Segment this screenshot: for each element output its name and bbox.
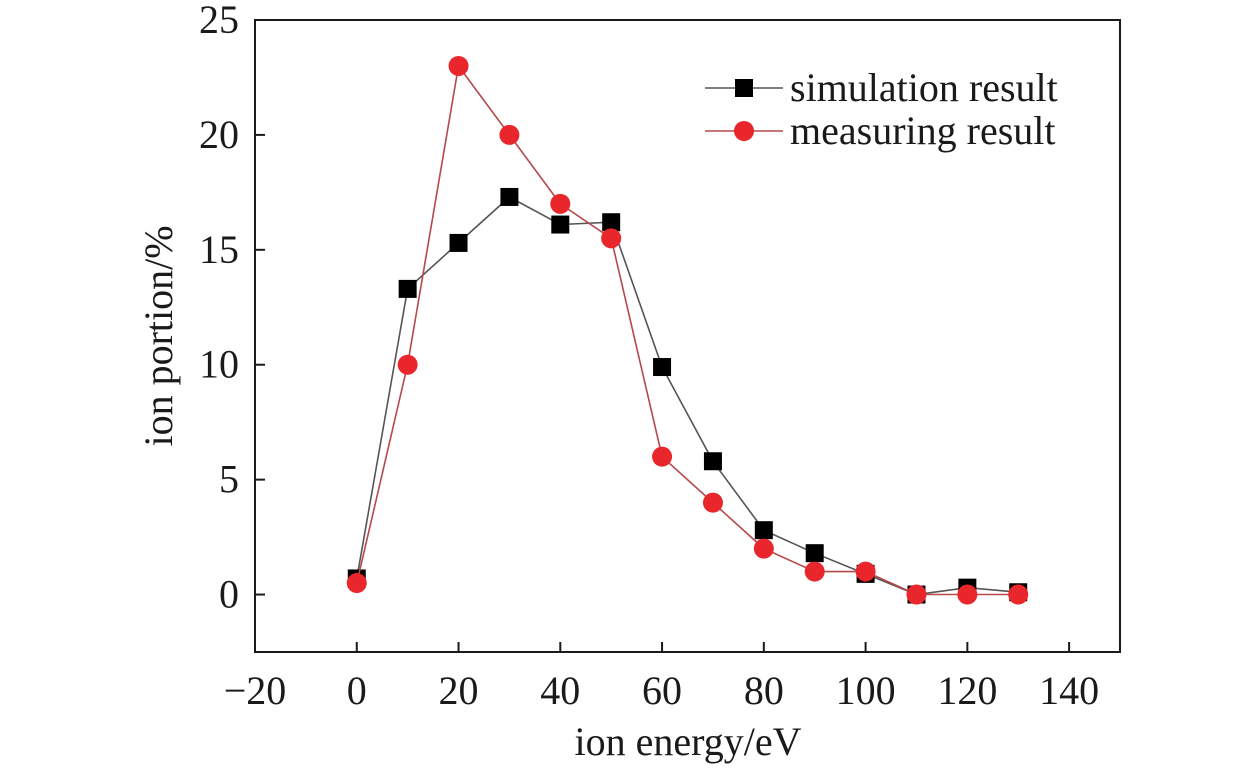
data-point: [652, 446, 673, 467]
x-tick-label: 120: [937, 668, 997, 713]
data-point: [754, 521, 773, 540]
series-2: [346, 55, 1029, 605]
data-point: [702, 492, 723, 513]
data-point: [449, 233, 468, 252]
plot-frame: [254, 19, 1121, 653]
y-tick-label: 10: [199, 342, 239, 387]
data-point: [500, 187, 519, 206]
data-point: [805, 544, 824, 563]
data-point: [448, 55, 469, 76]
y-tick-label: 0: [219, 572, 239, 617]
legend-label: simulation result: [790, 65, 1058, 110]
x-tick-label: 140: [1039, 668, 1099, 713]
x-tick-label: 0: [347, 668, 367, 713]
legend-marker: [735, 79, 753, 97]
y-tick-label: 5: [219, 457, 239, 502]
x-axis-title: ion energy/eV: [575, 719, 802, 764]
data-point: [804, 561, 825, 582]
data-point: [855, 561, 876, 582]
data-point: [346, 573, 367, 594]
data-point: [703, 452, 722, 471]
data-point: [957, 584, 978, 605]
data-point: [499, 124, 520, 145]
series-line: [356, 196, 1019, 596]
data-point: [398, 279, 417, 298]
y-axis-title: ion portion/%: [136, 225, 181, 446]
data-point: [550, 193, 571, 214]
data-point: [906, 584, 927, 605]
y-tick-label: 20: [199, 112, 239, 157]
legend-item: simulation result: [705, 65, 1058, 110]
x-tick-label: 20: [439, 668, 479, 713]
data-point: [601, 228, 622, 249]
y-tick-label: 15: [199, 227, 239, 272]
ticks-layer: −20 0 20 40 60 80 100 120 140 0 5 10 15 20 25: [199, 0, 1099, 713]
y-tick-label: 25: [199, 0, 239, 42]
data-point: [602, 213, 621, 232]
series-layer: [346, 55, 1029, 605]
data-point: [1008, 584, 1029, 605]
series-1: [347, 187, 1028, 604]
x-tick-label: 60: [642, 668, 682, 713]
data-point: [551, 215, 570, 234]
data-point: [653, 358, 672, 377]
data-point: [397, 354, 418, 375]
legend-label: measuring result: [790, 108, 1056, 153]
legend-marker: [734, 121, 754, 141]
x-tick-label: 80: [744, 668, 784, 713]
x-tick-label: 100: [836, 668, 896, 713]
data-point: [753, 538, 774, 559]
x-tick-label: 40: [540, 668, 580, 713]
x-tick-label: −20: [224, 668, 287, 713]
legend-item: measuring result: [705, 108, 1056, 153]
